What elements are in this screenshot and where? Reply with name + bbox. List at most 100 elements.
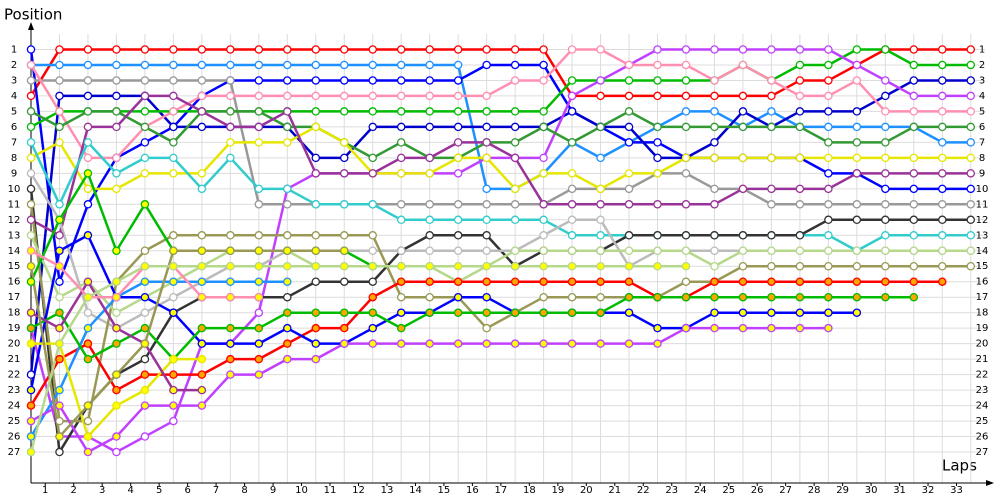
series-point [197,246,207,256]
series-point [510,45,520,54]
series-point [824,153,833,163]
series-point [55,416,64,426]
series-point [112,277,121,286]
series-point [169,169,178,178]
series-point [510,153,520,163]
series-point [140,354,150,364]
series-point [824,231,833,240]
y-tick-label: 25 [8,416,21,427]
x-tick-label: 11 [324,485,337,496]
series-point [169,261,178,271]
series-point [254,200,264,209]
series-point [738,246,748,256]
series-point [852,292,862,302]
series-point [55,246,64,256]
x-tick-label: 31 [893,485,906,496]
series-point [653,76,662,85]
series-point [26,138,36,147]
y-tick-label: 9 [11,168,17,179]
series-point [368,292,377,302]
y-tick-label-right: 1 [979,44,985,55]
series-point [681,277,691,286]
series-point [197,401,207,410]
series-point [482,323,491,333]
series-point [425,308,434,317]
series-point [482,200,491,209]
series-point [311,200,321,209]
series-point [283,60,292,70]
series-point [482,107,491,116]
series-point [140,107,150,116]
series-point [966,261,976,271]
series-point [55,60,64,70]
series-point [368,231,377,240]
series-point [83,153,93,163]
series-point [738,292,748,302]
series-point [254,339,264,348]
series-point [881,200,890,209]
series-point [453,76,463,85]
x-tick-label: 15 [438,485,451,496]
series-point [824,277,833,286]
series-point [425,339,434,348]
series-point [83,76,93,85]
series-point [83,339,93,348]
series-point [425,200,434,209]
series-point [197,385,207,395]
series-point [482,292,491,302]
series-point [966,169,976,178]
series-point [226,107,235,116]
series-point [425,277,434,286]
series-point [368,107,377,116]
series-point [567,215,577,225]
series-point [539,261,548,271]
series-point [767,308,776,317]
y-tick-label: 15 [8,261,21,272]
series-point [852,169,862,178]
series-line [29,249,345,438]
series-point [254,323,264,333]
series-line [29,234,857,391]
y-tick-label: 16 [8,277,21,288]
series-point [567,261,577,271]
series-point [26,60,36,70]
series-point [226,76,235,85]
series-point [482,153,491,163]
series-point [283,76,292,85]
series-point [881,246,890,256]
series-point [881,261,890,271]
series-point [710,323,719,333]
series-point [909,91,919,101]
series-point [169,308,178,317]
series-point [197,169,207,178]
series-point [83,122,93,132]
series-point [539,215,548,225]
series-point [795,200,805,209]
series-point [738,122,748,132]
series-point [425,215,434,225]
series-point [112,45,121,54]
series-point [83,91,93,101]
series-point [596,184,605,194]
series-point [653,231,662,240]
y-tick-label-right: 19 [976,323,989,334]
series-point [909,246,919,256]
series-point [881,138,890,147]
series-point [140,91,150,101]
series-point [938,91,947,101]
series-point [396,107,406,116]
y-tick-label-right: 13 [976,230,989,241]
series-point [653,60,662,70]
series-point [226,292,235,302]
series-point [26,323,36,333]
series-point [681,76,691,85]
series-point [909,122,919,132]
series-point [966,138,976,147]
series-point [368,261,377,271]
series-point [55,122,64,132]
series-point [396,60,406,70]
x-tick-label: 21 [608,485,621,496]
series-point [624,184,634,194]
series-point [681,323,691,333]
series-point [26,45,36,54]
